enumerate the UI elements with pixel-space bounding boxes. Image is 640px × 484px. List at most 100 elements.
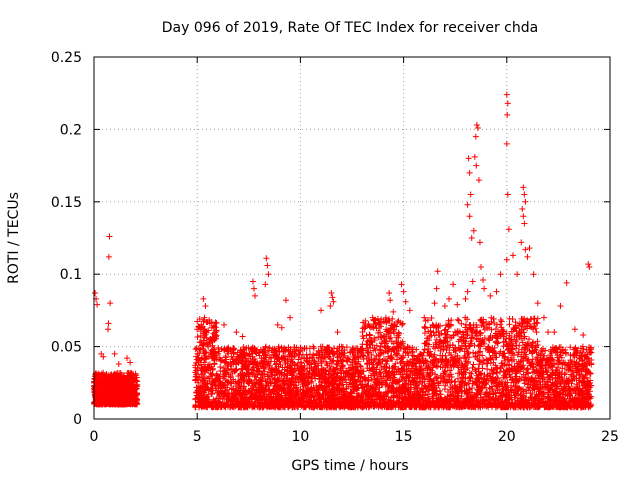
data-point [504,100,511,107]
data-point [287,314,294,321]
y-axis-label: ROTI / TECUs [6,192,22,284]
data-point [105,253,112,260]
dense-points-layer [91,314,595,411]
data-point [503,256,510,263]
data-point [462,295,469,302]
data-point [400,288,407,295]
data-point [580,332,587,339]
data-point [551,329,558,336]
data-point [534,300,541,307]
data-point [464,201,471,208]
data-point [519,206,526,213]
data-points-layer [92,91,593,367]
data-point [466,213,473,220]
data-point [106,233,113,240]
data-point [249,278,256,285]
data-point [264,262,271,269]
data-point [377,323,384,330]
data-point [557,303,564,310]
data-point [434,268,441,275]
y-tick-label: 0.05 [51,340,82,356]
data-point [487,292,494,299]
chart-title: Day 096 of 2019, Rate Of TEC Index for r… [162,20,538,36]
data-point [450,281,457,288]
data-point [446,295,453,302]
data-point [251,292,258,299]
y-tick-label: 0.2 [60,122,82,138]
data-point [520,184,527,191]
data-point [504,111,511,118]
data-point [530,271,537,278]
data-point [250,285,257,292]
data-point [387,297,394,304]
data-point [334,329,341,336]
data-point [470,227,477,234]
data-point [406,307,413,314]
data-point [518,239,525,246]
data-point [433,285,440,292]
data-point [115,360,122,367]
data-point [472,133,479,140]
data-point [571,326,578,333]
data-point [476,239,483,246]
y-tick-label: 0.15 [51,195,82,211]
data-point [504,191,511,198]
data-point [201,314,208,321]
data-point [520,213,527,220]
data-point [522,246,529,253]
x-tick-label: 10 [291,429,309,445]
data-point [497,271,504,278]
data-point [465,155,472,162]
data-point [194,326,201,333]
data-point [369,314,376,321]
data-point [107,300,114,307]
data-point [239,333,246,340]
data-point [478,263,484,270]
data-point [282,297,289,304]
data-point [327,303,334,310]
data-point [263,255,270,262]
data-point [111,350,118,357]
y-tick-label: 0.25 [51,50,82,66]
data-point [481,285,488,292]
data-point [262,281,269,288]
data-point [468,235,475,241]
y-tick-label: 0.1 [60,267,82,283]
data-point [514,271,521,278]
data-point [469,278,476,285]
data-point [338,343,345,350]
data-point [464,288,471,295]
data-point [586,263,593,270]
data-point [493,288,500,295]
plot-frame [93,56,611,420]
data-point [521,220,528,227]
data-point [431,300,438,307]
data-point [585,261,592,268]
data-point [233,329,240,336]
y-tick-label: 0 [73,412,82,428]
data-point [198,321,205,328]
data-point [505,226,512,233]
data-point [127,359,134,366]
data-point [545,329,552,336]
data-point [474,124,481,131]
data-point [124,355,131,362]
data-point [105,320,112,327]
data-point [330,298,337,305]
data-point [92,290,99,297]
x-tick-label: 5 [193,429,202,445]
data-point [274,321,281,328]
data-point [480,276,487,283]
data-point [540,314,547,321]
data-point [278,324,285,331]
data-point [466,169,473,176]
data-point [402,298,409,305]
data-point [454,301,461,308]
data-point [200,295,207,302]
x-axis-label: GPS time / hours [291,458,408,474]
data-point [509,252,516,259]
x-tick-label: 20 [498,429,516,445]
data-point [526,245,533,252]
data-point [473,162,480,169]
data-point [475,177,482,184]
